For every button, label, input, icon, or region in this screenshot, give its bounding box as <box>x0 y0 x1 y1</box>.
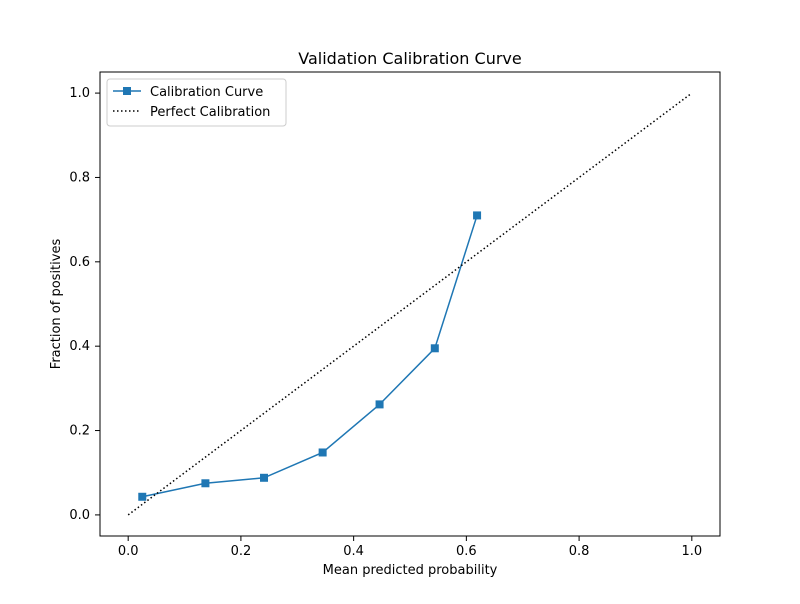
x-tick-label: 0.4 <box>343 544 364 559</box>
legend-perfect-label: Perfect Calibration <box>150 105 270 120</box>
y-tick-label: 1.0 <box>69 86 90 101</box>
x-ticks: 0.0 0.2 0.4 0.6 0.8 1.0 <box>118 536 702 559</box>
y-axis-label: Fraction of positives <box>49 239 64 370</box>
legend-calibration-marker <box>123 87 131 95</box>
x-axis-label: Mean predicted probability <box>323 563 498 578</box>
x-tick-label: 0.6 <box>456 544 477 559</box>
y-ticks: 0.0 0.2 0.4 0.6 0.8 1.0 <box>69 86 100 523</box>
y-tick-label: 0.6 <box>69 255 90 270</box>
calibration-point <box>318 448 327 457</box>
chart-title: Validation Calibration Curve <box>298 49 521 68</box>
calibration-point <box>430 344 439 353</box>
x-tick-label: 0.8 <box>569 544 590 559</box>
y-tick-label: 0.0 <box>69 508 90 523</box>
x-tick-label: 1.0 <box>681 544 702 559</box>
plot-frame <box>99 71 721 537</box>
calibration-point <box>375 400 384 409</box>
y-tick-label: 0.2 <box>69 424 90 439</box>
calibration-point <box>473 211 482 220</box>
calibration-point <box>201 479 210 488</box>
x-tick-label: 0.2 <box>231 544 252 559</box>
calibration-point <box>260 473 269 482</box>
series-layer <box>127 92 693 516</box>
y-tick-label: 0.8 <box>69 170 90 185</box>
legend-box <box>106 78 287 127</box>
x-tick-label: 0.0 <box>118 544 139 559</box>
legend-calibration-label: Calibration Curve <box>150 85 263 100</box>
perfect-calibration-line <box>127 92 693 516</box>
legend: Calibration Curve Perfect Calibration <box>106 78 287 127</box>
calibration-point <box>138 492 147 501</box>
y-tick-label: 0.4 <box>69 339 90 354</box>
